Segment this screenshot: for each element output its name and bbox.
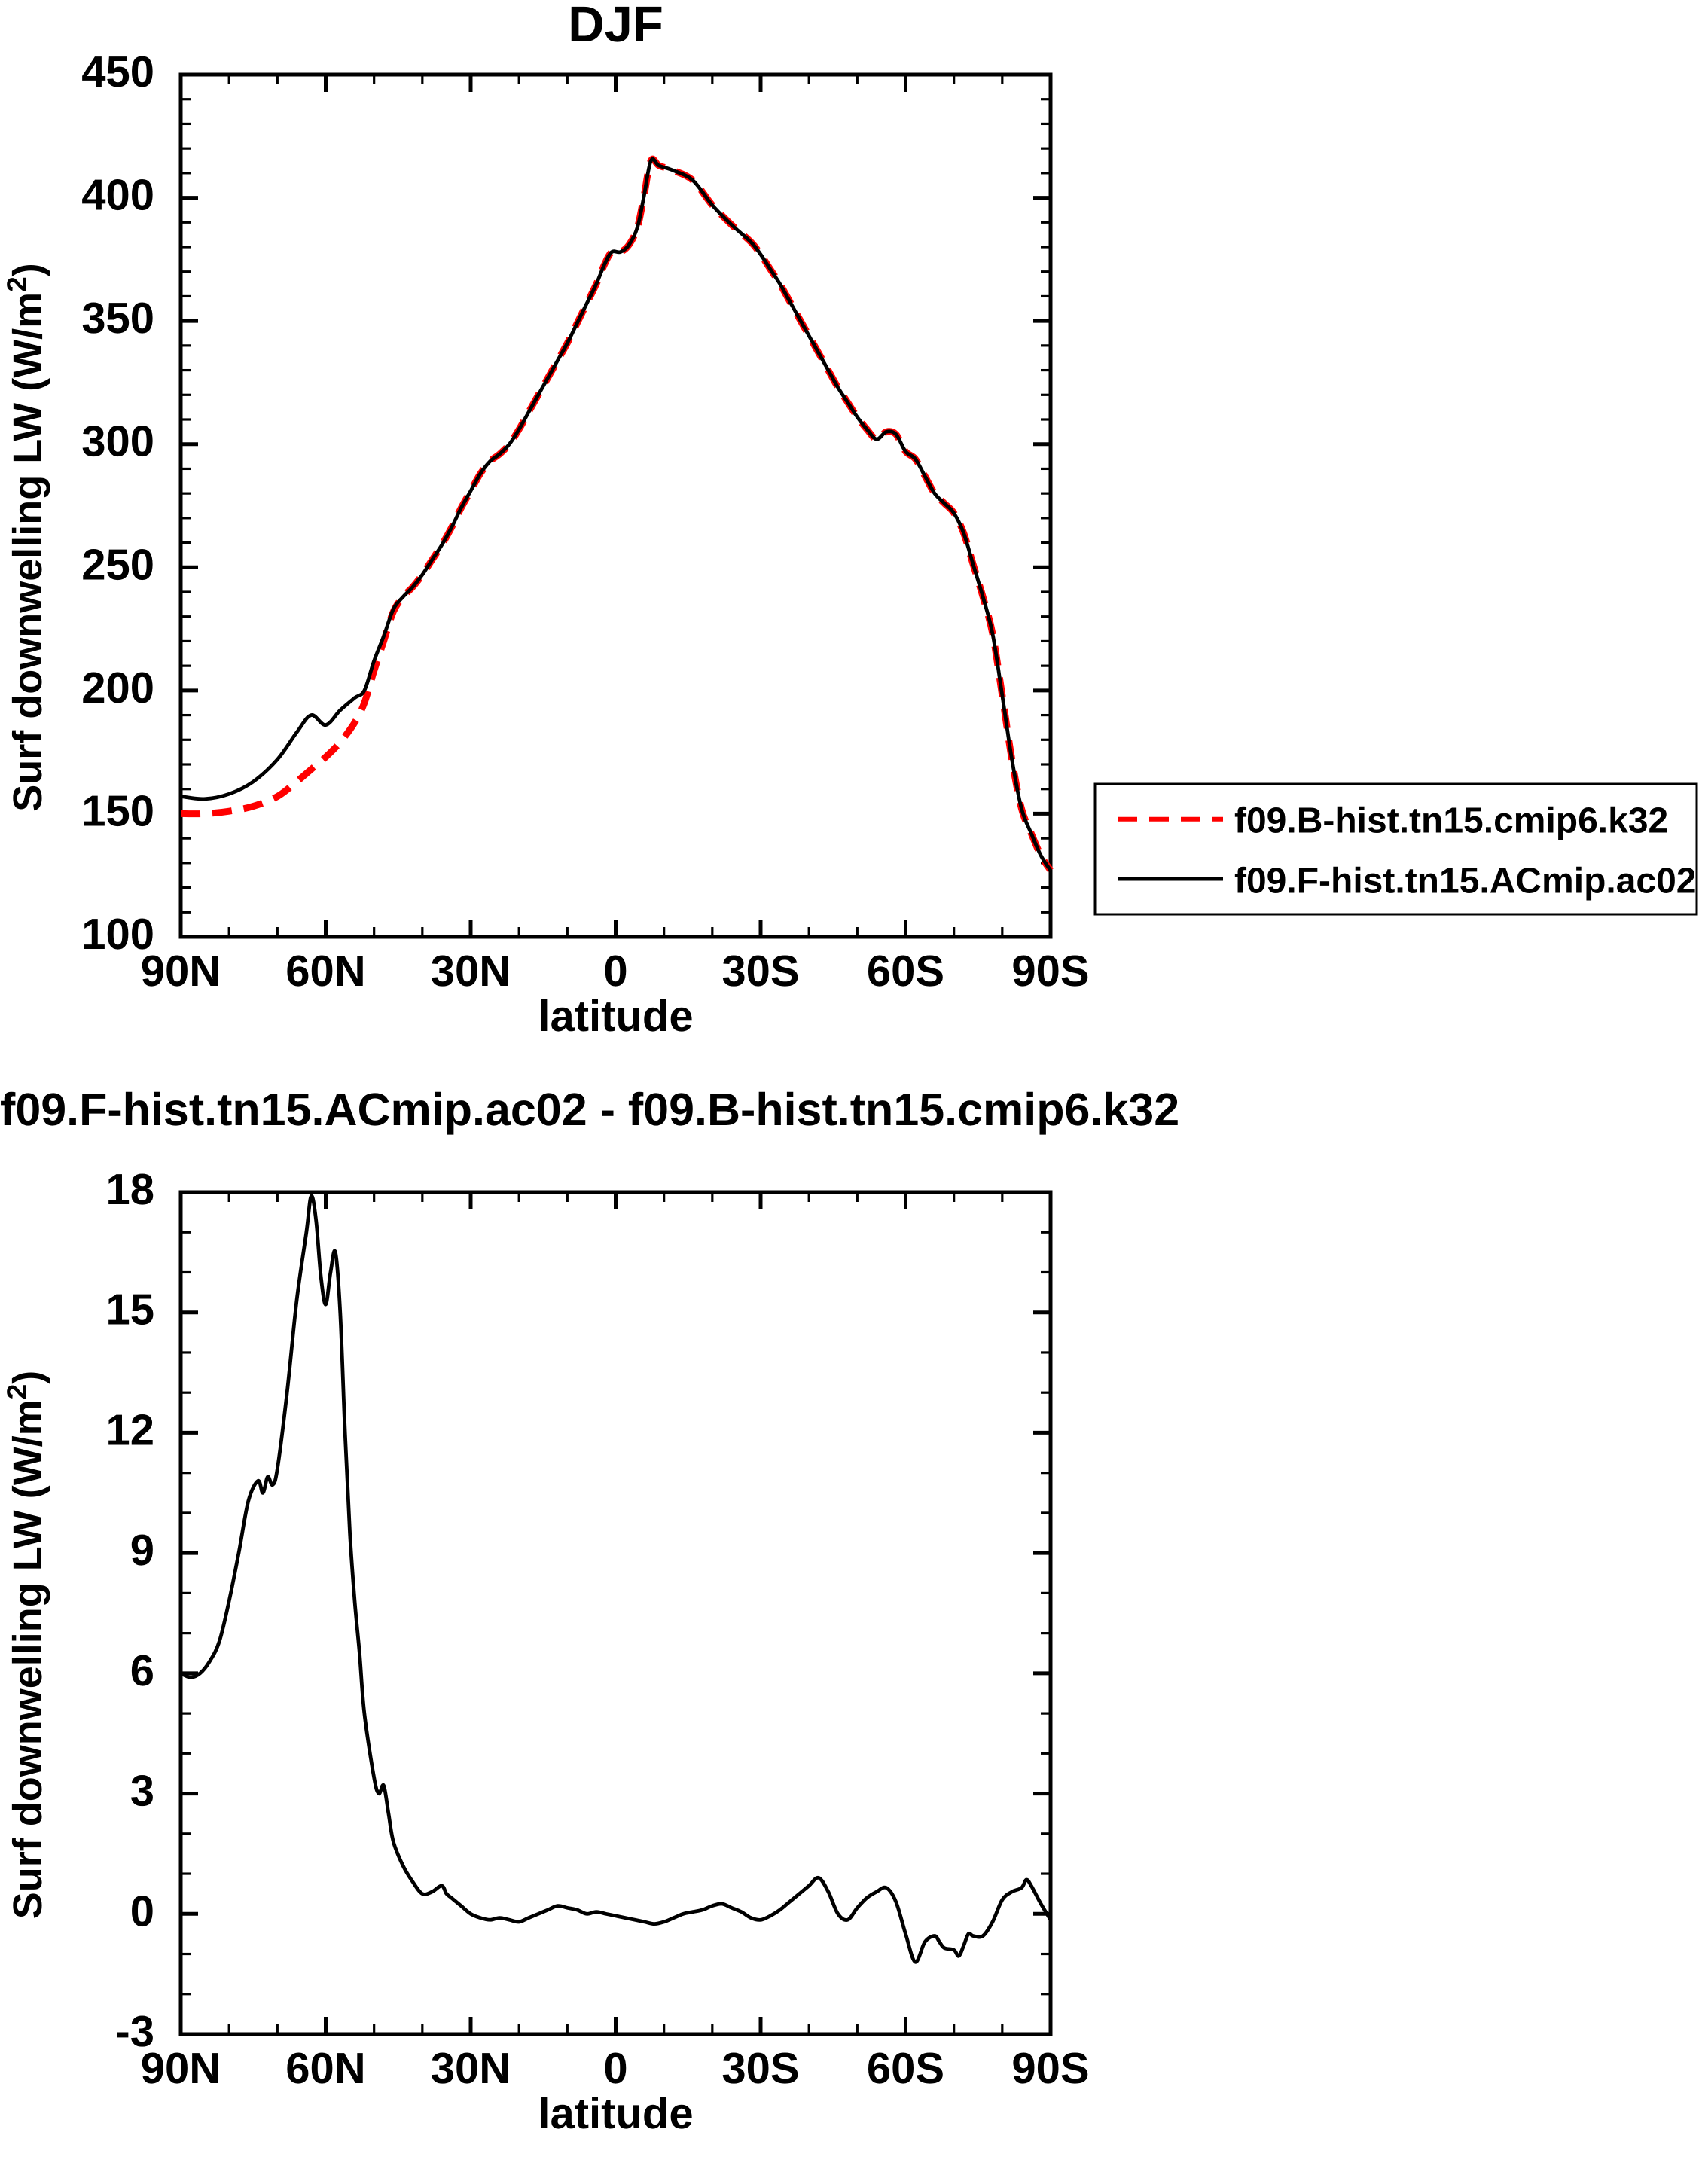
svg-text:0: 0: [603, 947, 627, 996]
svg-text:0: 0: [603, 2044, 627, 2093]
svg-text:6: 6: [130, 1646, 154, 1695]
svg-text:90N: 90N: [141, 947, 221, 996]
svg-text:60S: 60S: [867, 947, 944, 996]
svg-text:350: 350: [81, 294, 154, 343]
svg-text:250: 250: [81, 540, 154, 589]
svg-text:90N: 90N: [141, 2044, 221, 2093]
svg-text:30S: 30S: [721, 947, 799, 996]
svg-text:200: 200: [81, 663, 154, 712]
svg-text:18: 18: [105, 1165, 154, 1214]
svg-text:0: 0: [130, 1887, 154, 1935]
svg-text:3: 3: [130, 1767, 154, 1816]
svg-text:150: 150: [81, 786, 154, 835]
svg-text:60N: 60N: [285, 2044, 365, 2093]
svg-text:60S: 60S: [867, 2044, 944, 2093]
svg-text:400: 400: [81, 171, 154, 220]
svg-text:60N: 60N: [285, 947, 365, 996]
svg-text:90S: 90S: [1011, 947, 1089, 996]
svg-text:9: 9: [130, 1526, 154, 1575]
svg-text:300: 300: [81, 417, 154, 466]
svg-text:latitude: latitude: [538, 2089, 693, 2138]
svg-text:450: 450: [81, 47, 154, 96]
svg-text:DJF: DJF: [568, 0, 663, 53]
svg-text:f09.F-hist.tn15.ACmip.ac02: f09.F-hist.tn15.ACmip.ac02: [1234, 861, 1697, 901]
svg-text:Surf downwelling LW (W/m2): Surf downwelling LW (W/m2): [2, 1371, 51, 1920]
svg-text:15: 15: [105, 1286, 154, 1334]
svg-text:12: 12: [105, 1405, 154, 1454]
svg-text:latitude: latitude: [538, 992, 693, 1041]
svg-text:30N: 30N: [431, 2044, 511, 2093]
svg-text:f09.F-hist.tn15.ACmip.ac02 - f: f09.F-hist.tn15.ACmip.ac02 - f09.B-hist.…: [0, 1084, 1179, 1135]
svg-text:Surf downwelling LW (W/m2): Surf downwelling LW (W/m2): [2, 263, 51, 812]
svg-text:f09.B-hist.tn15.cmip6.k32: f09.B-hist.tn15.cmip6.k32: [1234, 801, 1668, 841]
svg-text:30N: 30N: [431, 947, 511, 996]
svg-text:30S: 30S: [721, 2044, 799, 2093]
svg-text:90S: 90S: [1011, 2044, 1089, 2093]
